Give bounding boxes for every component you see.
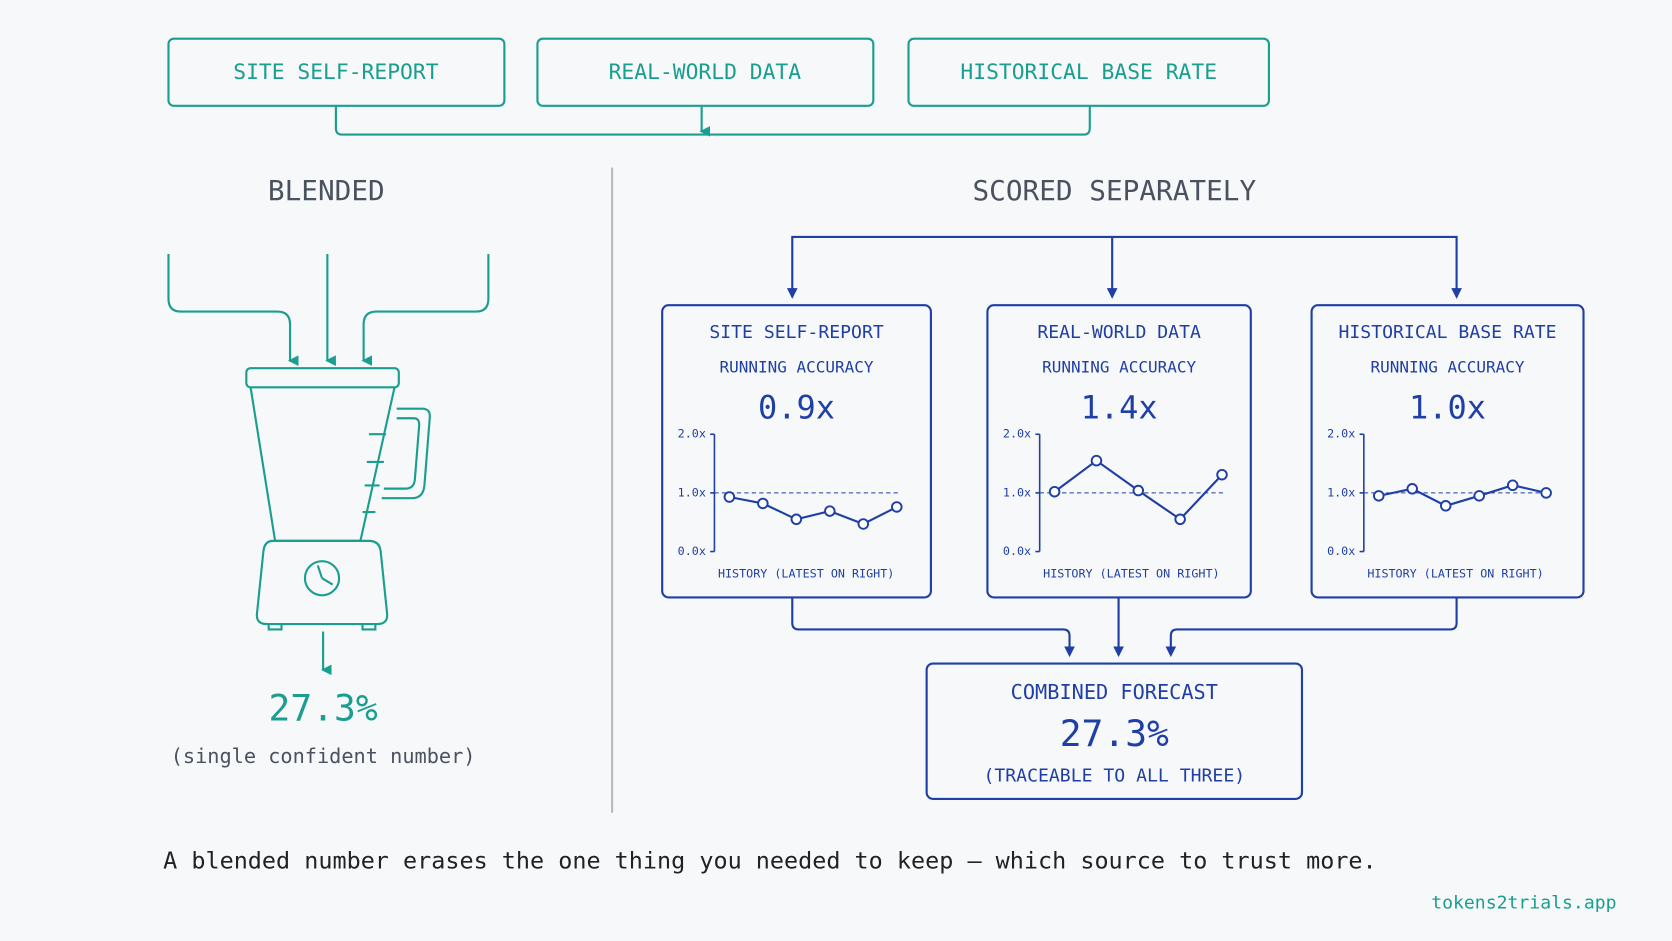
- point: [1174, 513, 1186, 526]
- point: [1540, 487, 1552, 499]
- y-tick-label: 0.0x: [1003, 544, 1031, 558]
- point: [1048, 485, 1061, 498]
- source-box: [536, 37, 875, 107]
- y-tick-label: 2.0x: [678, 427, 706, 441]
- y-tick-label: 2.0x: [1003, 427, 1031, 441]
- source-label: HISTORICAL BASE RATE: [960, 60, 1217, 85]
- y-tick-label: 2.0x: [1327, 427, 1355, 441]
- point: [757, 497, 769, 510]
- section-title: SCORED SEPARATELY: [972, 174, 1256, 207]
- metric-label: RUNNING ACCURACY: [1042, 358, 1196, 377]
- caption: A blended number erases the one thing yo…: [163, 846, 1377, 874]
- y-tick-label: 1.0x: [1003, 485, 1031, 499]
- y-tick-label: 0.0x: [1327, 544, 1355, 558]
- bracket: [334, 105, 1091, 136]
- section-title: BLENDED: [268, 174, 385, 207]
- point: [1090, 454, 1103, 467]
- point: [1439, 500, 1452, 512]
- point: [1216, 468, 1228, 481]
- result: 27.3%: [269, 686, 378, 729]
- note: (TRACEABLE TO ALL THREE): [983, 766, 1245, 787]
- panel-title: HISTORICAL BASE RATE: [1339, 322, 1557, 343]
- y-tick-label: 1.0x: [678, 485, 706, 499]
- panel-title: SITE SELF-REPORT: [709, 322, 884, 343]
- y-tick-label: 1.0x: [1327, 485, 1355, 499]
- point: [824, 505, 836, 517]
- blender-icon: [245, 367, 431, 631]
- panel-box: [661, 304, 932, 599]
- result: 27.3%: [1060, 712, 1169, 755]
- metric: 1.4x: [1081, 389, 1158, 427]
- point: [1506, 479, 1519, 492]
- x-axis-label: HISTORY (LATEST ON RIGHT): [1043, 566, 1219, 580]
- footer: tokens2trials.app: [1431, 892, 1616, 913]
- point: [1132, 484, 1145, 497]
- combined-box: [925, 662, 1304, 800]
- metric-label: RUNNING ACCURACY: [1371, 358, 1525, 377]
- arrow: [791, 597, 1075, 658]
- point: [790, 513, 803, 526]
- panel-title: REAL-WORLD DATA: [1037, 322, 1201, 343]
- metric-label: RUNNING ACCURACY: [720, 358, 874, 377]
- point: [1373, 490, 1385, 502]
- panel-box: [986, 304, 1252, 599]
- connector: [791, 235, 1458, 297]
- source-label: REAL-WORLD DATA: [609, 60, 802, 85]
- source-label: SITE SELF-REPORT: [233, 60, 438, 85]
- metric: 1.0x: [1409, 389, 1486, 427]
- point: [723, 491, 736, 503]
- metric: 0.9x: [758, 389, 835, 427]
- point: [891, 501, 903, 513]
- arrow: [167, 254, 299, 367]
- point: [857, 518, 870, 530]
- x-axis-label: HISTORY (LATEST ON RIGHT): [718, 566, 894, 580]
- panel-box: [1310, 304, 1585, 599]
- panels: SITE SELF-REPORT RUNNING ACCURACY 0.9x 0.0x…: [661, 304, 1585, 599]
- note: (single confident number): [171, 744, 476, 768]
- arrow: [1165, 597, 1458, 658]
- point: [1406, 483, 1419, 495]
- point: [1473, 490, 1485, 502]
- x-axis-label: HISTORY (LATEST ON RIGHT): [1367, 566, 1543, 580]
- y-tick-label: 0.0x: [678, 544, 706, 558]
- combined-title: COMBINED FORECAST: [1011, 680, 1218, 704]
- arrow: [361, 254, 490, 367]
